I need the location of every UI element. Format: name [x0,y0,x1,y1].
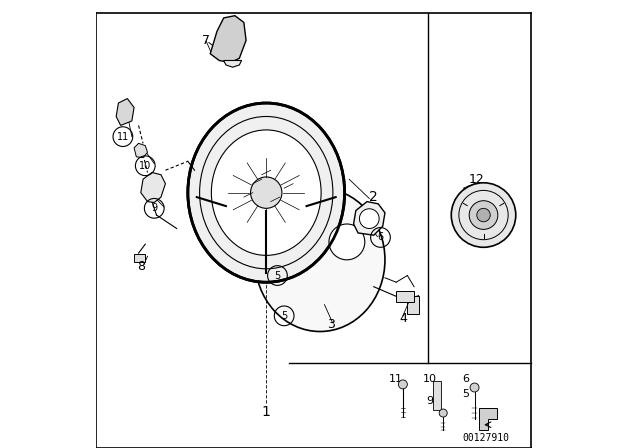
Polygon shape [479,408,497,430]
Polygon shape [134,143,148,158]
Circle shape [469,201,498,229]
Text: 8: 8 [137,260,145,273]
Polygon shape [210,16,246,63]
Ellipse shape [188,103,344,282]
Bar [433,381,441,410]
Text: 6: 6 [462,374,469,383]
Text: 5: 5 [462,389,469,399]
Text: 9: 9 [426,396,433,406]
Bar [134,254,145,262]
Text: 11: 11 [389,374,403,383]
Text: 9: 9 [151,203,157,213]
Text: 10: 10 [423,374,436,383]
Circle shape [439,409,447,417]
Text: 2: 2 [369,190,378,204]
Circle shape [477,208,490,222]
Circle shape [451,183,516,247]
Polygon shape [116,99,134,125]
Ellipse shape [255,188,385,332]
Text: 12: 12 [469,172,484,186]
Text: 6: 6 [378,233,383,242]
Text: 10: 10 [139,161,152,171]
Circle shape [329,224,365,260]
Text: 4: 4 [399,311,407,325]
Text: 1: 1 [262,405,271,419]
Polygon shape [141,172,165,202]
Circle shape [250,177,282,208]
Circle shape [470,383,479,392]
Circle shape [360,209,379,228]
Text: 11: 11 [116,132,129,142]
Circle shape [398,380,408,389]
Text: 5: 5 [281,311,287,321]
Polygon shape [353,202,385,235]
Text: 7: 7 [202,34,210,47]
Text: 00127910: 00127910 [462,433,509,443]
Text: 5: 5 [275,271,280,280]
Bar [408,296,419,314]
Polygon shape [224,60,242,67]
Ellipse shape [211,130,321,255]
Text: 3: 3 [327,318,335,332]
Bar [396,291,414,302]
